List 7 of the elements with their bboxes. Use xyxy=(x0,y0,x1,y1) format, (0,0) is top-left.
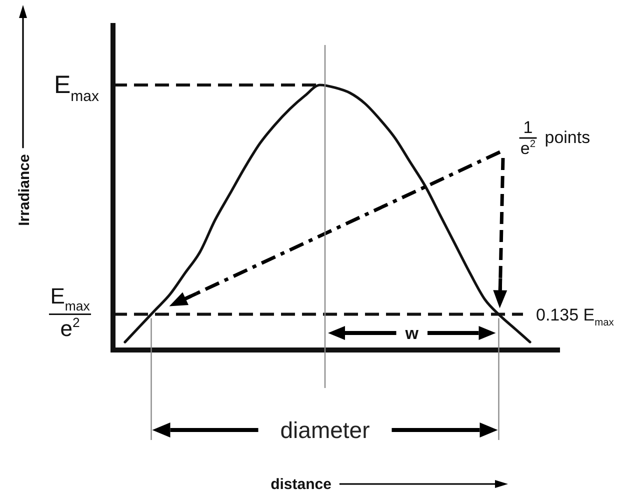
text: Irradiance xyxy=(16,154,33,226)
ref-line-label: 0.135 E$_{max}$ xyxy=(536,305,614,328)
ref-line-label: E$_{max}$ xyxy=(54,71,100,105)
text: diameter xyxy=(280,417,370,443)
text: E$_{max}$ e$^{2}$ xyxy=(50,284,90,342)
text: distance xyxy=(270,476,332,493)
annotation: w xyxy=(404,324,420,343)
